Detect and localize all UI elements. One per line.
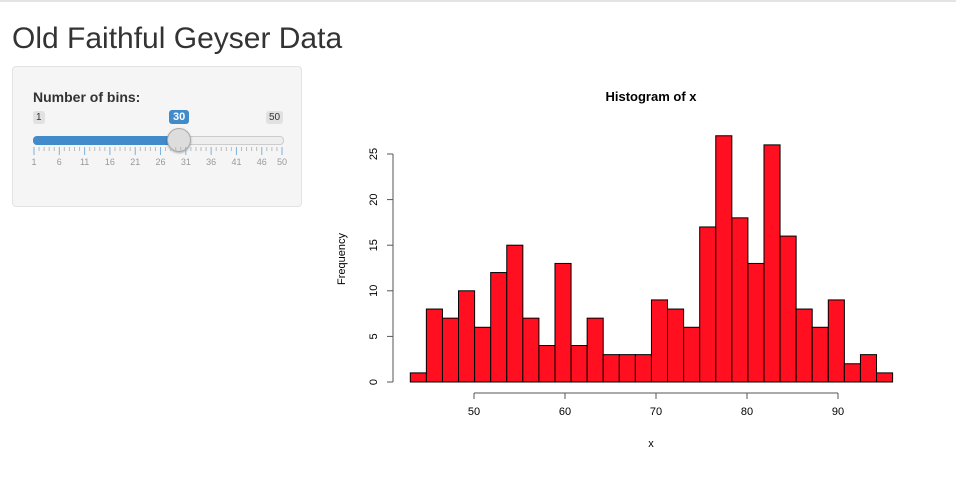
histogram-bar: [795, 308, 813, 383]
histogram-bar: [667, 308, 685, 383]
y-axis-label: Frequency: [336, 233, 348, 285]
slider-tick-label: 50: [277, 157, 287, 167]
slider-label: Number of bins:: [33, 89, 141, 105]
histogram-bar: [715, 135, 733, 383]
x-tick-label: 80: [741, 406, 753, 418]
slider-value: 30: [169, 110, 190, 124]
slider-tick-label: 6: [57, 157, 62, 167]
histogram-bar: [811, 326, 829, 383]
histogram-bar: [634, 354, 652, 383]
histogram-bar: [731, 217, 749, 383]
histogram-bar: [506, 244, 524, 383]
slider-tick-label: 31: [181, 157, 191, 167]
x-axis-label: x: [648, 438, 654, 450]
slider-tick-label: 26: [156, 157, 166, 167]
histogram-bar: [522, 317, 540, 383]
histogram-bar: [747, 262, 765, 383]
histogram-bar: [490, 272, 508, 383]
histogram-bar: [458, 290, 476, 383]
y-tick-label: 20: [368, 193, 380, 205]
slider-tick-label: 16: [105, 157, 115, 167]
page-title: Old Faithful Geyser Data: [12, 22, 343, 55]
slider-tick-label: 21: [130, 157, 140, 167]
histogram-bar: [570, 345, 588, 383]
x-tick-label: 60: [559, 406, 571, 418]
histogram-bar: [843, 363, 861, 383]
sidebar-panel: Number of bins: 1 50 30 1 6 11 16 21 26 31 36 41…: [12, 66, 302, 207]
slider-tick-label: 11: [80, 157, 89, 167]
histogram-bar: [441, 317, 460, 383]
y-tick-label: 15: [368, 239, 380, 251]
slider-max: 50: [266, 111, 284, 124]
y-tick-label: 25: [368, 148, 380, 160]
x-tick-label: 70: [650, 406, 662, 418]
histogram-bar: [859, 354, 878, 383]
y-tick-label: 10: [368, 285, 380, 297]
slider-ticks: 1 6 11 16 21 26 31 36 41 46 50: [31, 147, 287, 167]
histogram-bar: [876, 372, 894, 383]
y-tick-label: 0: [368, 379, 380, 385]
histogram-bar: [650, 299, 669, 383]
top-border: [0, 0, 956, 2]
slider-min: 1: [33, 111, 45, 124]
slider-fill: [33, 136, 179, 145]
slider-tick-label: 1: [31, 157, 36, 167]
histogram-bar: [409, 372, 427, 383]
histogram-bar: [827, 299, 845, 383]
histogram-bar: [779, 235, 797, 383]
histogram-bar: [618, 354, 636, 383]
chart-title: Histogram of x: [605, 89, 697, 104]
x-tick-label: 50: [468, 406, 480, 418]
histogram-bar: [474, 326, 492, 383]
slider-tick-label: 46: [257, 157, 267, 167]
y-tick-label: 5: [368, 333, 380, 339]
slider-tick-label: 36: [206, 157, 216, 167]
histogram-bar: [763, 144, 781, 383]
histogram-bar: [602, 354, 620, 383]
histogram-bar: [425, 308, 443, 383]
histogram-bar: [538, 345, 556, 383]
histogram-bar: [554, 262, 572, 383]
histogram-bar: [683, 326, 701, 383]
slider-tick-label: 41: [231, 157, 241, 167]
histogram-bar: [586, 317, 604, 383]
x-tick-label: 90: [832, 406, 844, 418]
histogram-bar: [699, 226, 717, 383]
